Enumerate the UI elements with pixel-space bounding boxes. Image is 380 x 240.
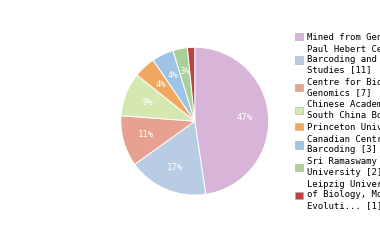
Text: 47%: 47% bbox=[237, 113, 253, 122]
Text: 4%: 4% bbox=[168, 72, 178, 80]
Wedge shape bbox=[121, 75, 195, 121]
Wedge shape bbox=[153, 51, 195, 121]
Wedge shape bbox=[187, 47, 195, 121]
Text: 3%: 3% bbox=[179, 67, 190, 76]
Wedge shape bbox=[137, 60, 195, 121]
Wedge shape bbox=[173, 48, 195, 121]
Text: 17%: 17% bbox=[167, 163, 183, 172]
Wedge shape bbox=[121, 116, 195, 164]
Text: 4%: 4% bbox=[155, 80, 166, 89]
Wedge shape bbox=[195, 47, 269, 194]
Wedge shape bbox=[135, 121, 206, 195]
Legend: Mined from GenBank, NCBI [30], Paul Hebert Centre for DNA
Barcoding and Biodiver: Mined from GenBank, NCBI [30], Paul Hebe… bbox=[295, 33, 380, 210]
Text: 11%: 11% bbox=[138, 130, 154, 139]
Text: 9%: 9% bbox=[142, 98, 154, 107]
